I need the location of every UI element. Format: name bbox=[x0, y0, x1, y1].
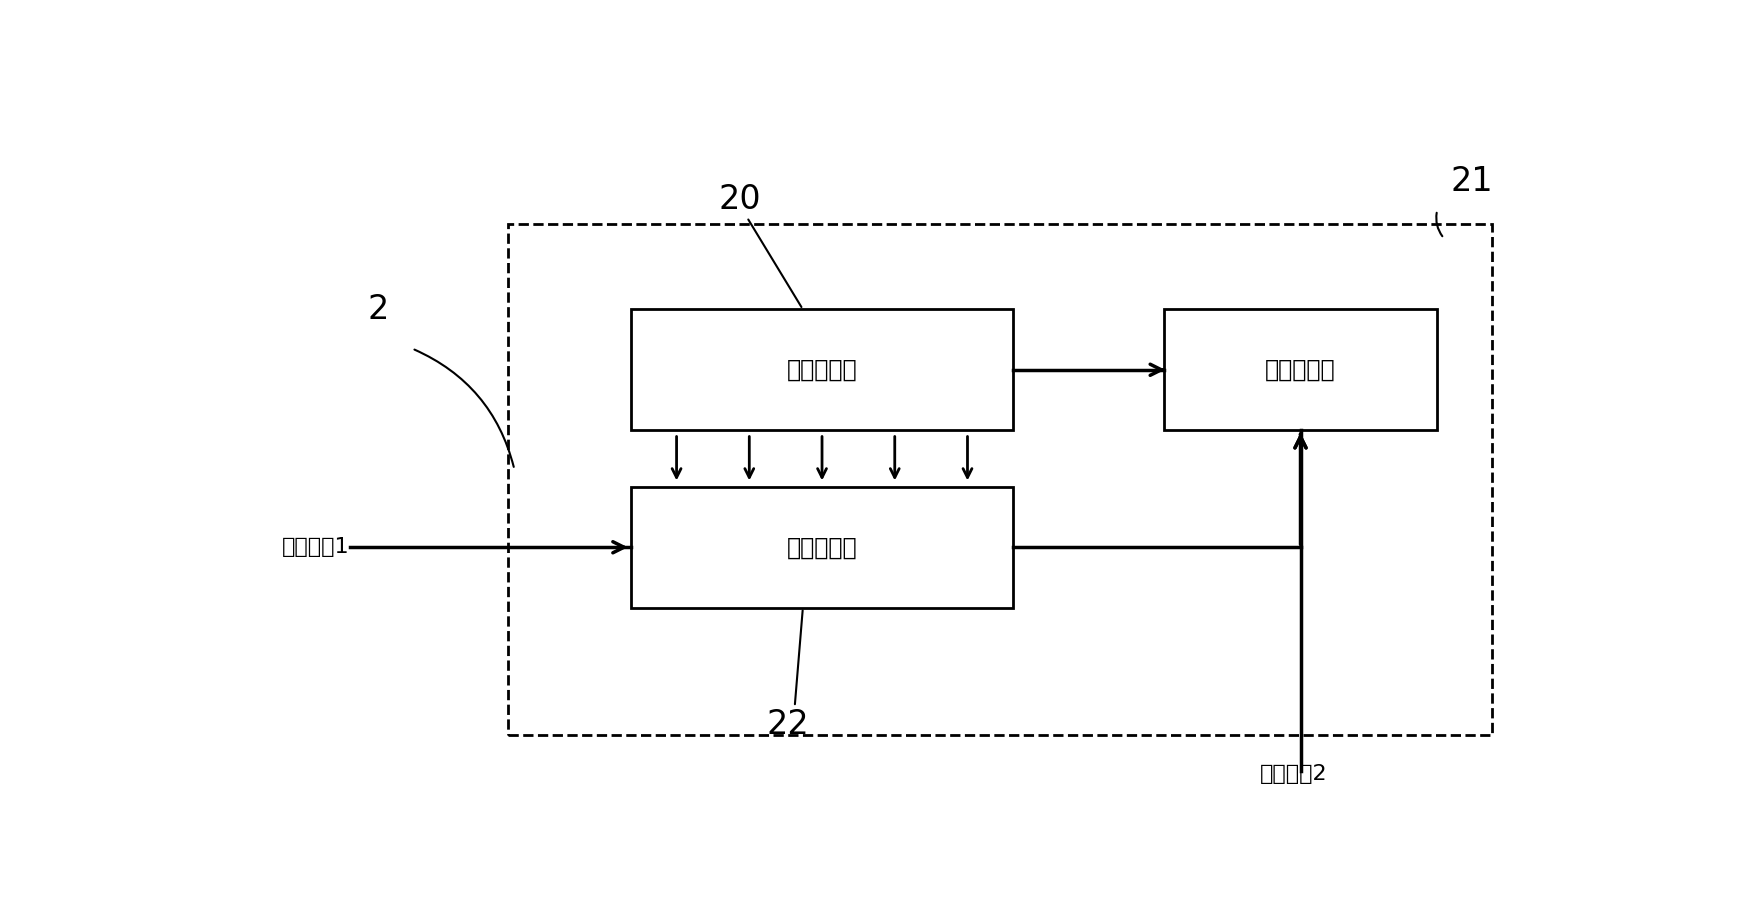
Text: 21: 21 bbox=[1450, 165, 1492, 198]
Text: 20: 20 bbox=[718, 183, 762, 216]
Text: 多路选择器: 多路选择器 bbox=[787, 536, 857, 560]
Text: 精延迟单元: 精延迟单元 bbox=[1265, 358, 1335, 382]
FancyArrowPatch shape bbox=[1436, 213, 1443, 236]
Bar bbox=[632, 487, 1014, 608]
Text: 粗延迟单元: 粗延迟单元 bbox=[787, 358, 857, 382]
Text: 2: 2 bbox=[367, 293, 388, 325]
Text: 22: 22 bbox=[767, 708, 810, 741]
FancyArrowPatch shape bbox=[748, 219, 801, 307]
Bar bbox=[632, 310, 1014, 430]
FancyArrowPatch shape bbox=[415, 349, 513, 467]
Bar bbox=[508, 224, 1492, 736]
Bar bbox=[1164, 310, 1438, 430]
Text: 控制信号2: 控制信号2 bbox=[1259, 764, 1328, 785]
FancyArrowPatch shape bbox=[796, 610, 803, 704]
Text: 控制信号1: 控制信号1 bbox=[282, 538, 349, 557]
